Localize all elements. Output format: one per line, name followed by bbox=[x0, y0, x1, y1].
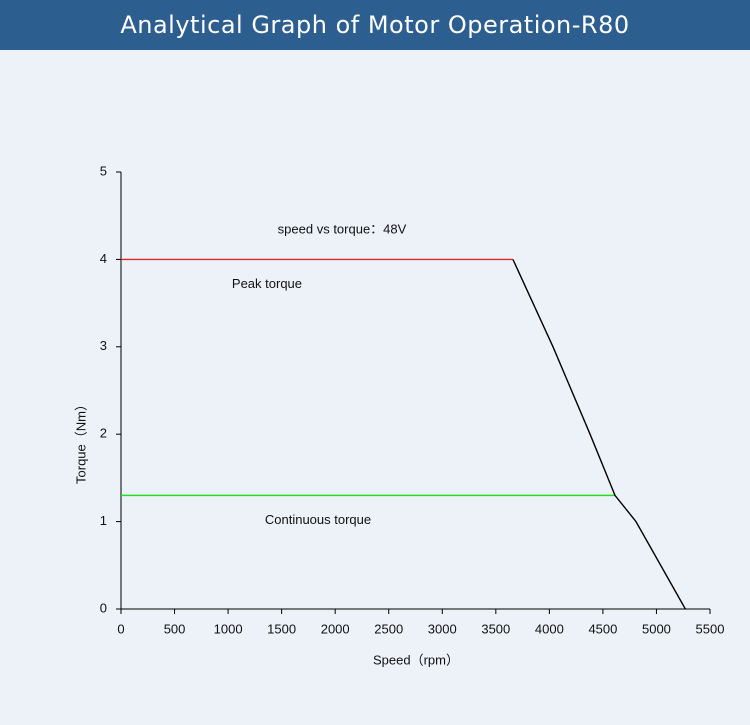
series-label: Continuous torque bbox=[265, 512, 371, 527]
chart-annotation: speed vs torque：48V bbox=[278, 221, 407, 236]
x-tick-label: 4500 bbox=[588, 621, 617, 636]
y-tick-label: 1 bbox=[100, 513, 107, 528]
page-title: Analytical Graph of Motor Operation-R80 bbox=[0, 0, 750, 50]
x-tick-label: 5500 bbox=[696, 621, 725, 636]
y-tick-label: 4 bbox=[100, 251, 107, 266]
x-axis-label: Speed（rpm） bbox=[373, 652, 459, 667]
x-tick-label: 5000 bbox=[642, 621, 671, 636]
x-tick-label: 2500 bbox=[374, 621, 403, 636]
x-tick-label: 3000 bbox=[428, 621, 457, 636]
y-tick-label: 0 bbox=[100, 600, 107, 615]
y-tick-label: 2 bbox=[100, 426, 107, 441]
y-tick-label: 5 bbox=[100, 163, 107, 178]
x-tick-label: 0 bbox=[117, 621, 124, 636]
series-line bbox=[512, 259, 686, 610]
x-tick-label: 1000 bbox=[214, 621, 243, 636]
series-label: Peak torque bbox=[232, 276, 302, 291]
x-tick-label: 3500 bbox=[481, 621, 510, 636]
y-axis-label: Torque（Nm） bbox=[73, 398, 88, 484]
x-tick-label: 2000 bbox=[321, 621, 350, 636]
chart: speed vs torque：48V Speed（rpm） Torque（Nm… bbox=[73, 163, 725, 667]
x-tick-label: 4000 bbox=[535, 621, 564, 636]
x-tick-label: 1500 bbox=[267, 621, 296, 636]
x-tick-label: 500 bbox=[164, 621, 186, 636]
y-tick-label: 3 bbox=[100, 338, 107, 353]
